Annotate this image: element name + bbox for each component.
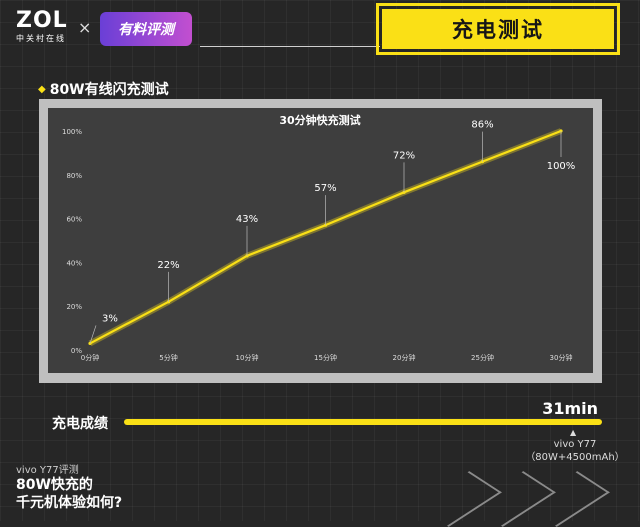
section-title: ◆ 80W有线闪充测试 — [38, 79, 169, 99]
y-tick-label: 80% — [66, 172, 82, 180]
y-tick-label: 20% — [66, 303, 82, 311]
data-label: 100% — [547, 161, 576, 172]
chart-title: 30分钟快充测试 — [279, 113, 360, 127]
result-bar — [124, 419, 602, 425]
data-label-leader — [89, 325, 97, 344]
x-tick-label: 10分钟 — [236, 353, 259, 362]
x-tick-label: 20分钟 — [393, 353, 416, 362]
series-line-glow — [88, 128, 563, 347]
data-label: 22% — [157, 260, 179, 271]
data-label: 86% — [471, 120, 493, 131]
device-name: vivo Y77 — [553, 439, 597, 450]
x-tick-label: 15分钟 — [314, 353, 337, 362]
x-tick-label: 0分钟 — [81, 353, 99, 362]
series-line — [89, 129, 562, 345]
y-tick-label: 100% — [62, 128, 82, 136]
x-tick-label: 30分钟 — [550, 353, 573, 362]
logo-subtext: 中关村在线 — [16, 34, 66, 43]
triangle-marker-icon: ▲ — [570, 428, 577, 437]
zol-logo: ZOL 中关村在线 — [16, 10, 68, 44]
data-label: 72% — [393, 150, 415, 161]
header-divider — [200, 46, 380, 47]
result-value: 31min — [542, 399, 598, 418]
device-info: vivo Y77 （80W+4500mAh） — [520, 438, 630, 464]
review-badge: 有料评测 — [100, 12, 192, 46]
page-title: 充电测试 — [376, 3, 620, 55]
separator-x: × — [78, 18, 92, 37]
device-spec: （80W+4500mAh） — [525, 452, 625, 463]
footer-line-1: 80W快充的 — [16, 477, 93, 493]
footer-line-2: 千元机体验如何? — [16, 495, 123, 511]
data-label: 57% — [314, 183, 336, 194]
result-label: 充电成绩 — [52, 416, 108, 432]
footer-headline: 80W快充的 千元机体验如何? — [16, 476, 122, 512]
diamond-icon: ◆ — [38, 84, 46, 95]
data-label: 43% — [236, 214, 258, 225]
y-tick-label: 60% — [66, 216, 82, 224]
section-title-text: 80W有线闪充测试 — [49, 82, 169, 98]
y-tick-label: 0% — [71, 347, 82, 355]
logo-text: ZOL — [16, 8, 68, 33]
x-tick-label: 25分钟 — [471, 353, 494, 362]
chart-panel — [48, 108, 593, 373]
data-label: 3% — [102, 313, 118, 324]
y-tick-label: 40% — [66, 259, 82, 267]
x-tick-label: 5分钟 — [159, 353, 177, 362]
footer-caption: vivo Y77评测 — [16, 465, 79, 476]
